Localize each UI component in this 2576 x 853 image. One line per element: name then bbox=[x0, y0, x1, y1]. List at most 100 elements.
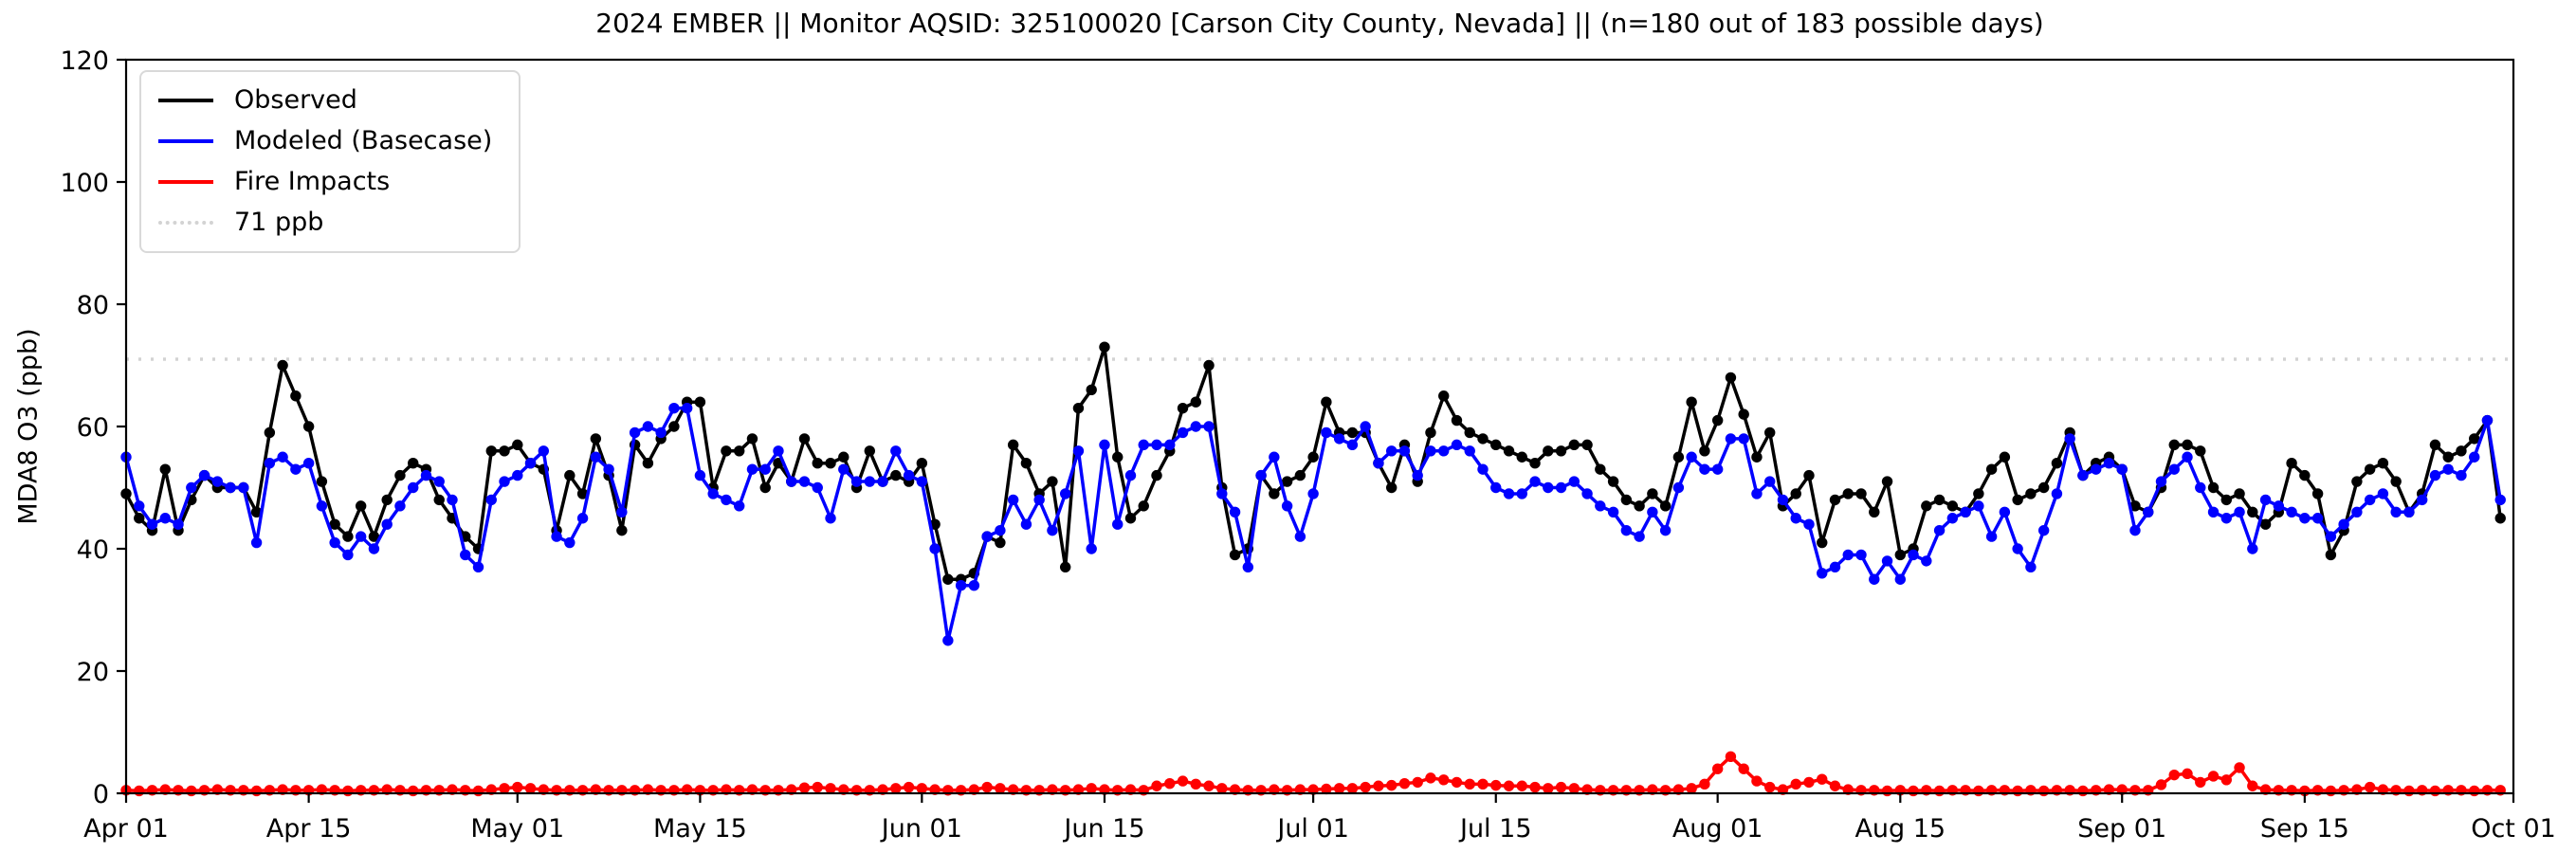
series-1-marker bbox=[576, 513, 589, 524]
series-1-marker bbox=[1751, 488, 1763, 499]
series-2-marker bbox=[890, 783, 902, 794]
series-1-marker bbox=[1529, 476, 1541, 487]
series-1-marker bbox=[316, 500, 328, 512]
series-0-marker bbox=[825, 458, 836, 469]
series-1-marker bbox=[2025, 561, 2037, 573]
series-0-marker bbox=[1738, 408, 1749, 420]
series-1-marker bbox=[629, 426, 641, 439]
x-tick-label: Jul 15 bbox=[1458, 814, 1532, 844]
series-1-marker bbox=[2168, 463, 2180, 475]
series-2-marker bbox=[1490, 779, 1502, 791]
x-tick-label: Jul 01 bbox=[1275, 814, 1349, 844]
series-2-marker bbox=[2012, 785, 2023, 797]
series-1-marker bbox=[238, 481, 249, 494]
series-0-marker bbox=[576, 488, 589, 499]
legend-item-modeled: Modeled (Basecase) bbox=[158, 126, 492, 156]
series-2-marker bbox=[1425, 772, 1436, 784]
series-1-marker bbox=[721, 494, 732, 506]
series-1-marker bbox=[1151, 439, 1162, 451]
series-1-marker bbox=[381, 518, 393, 530]
series-1-marker bbox=[2234, 506, 2245, 517]
series-2-marker bbox=[1412, 776, 1423, 789]
series-1-marker bbox=[1164, 439, 1176, 451]
series-0-marker bbox=[1634, 500, 1645, 512]
series-1-marker bbox=[2129, 524, 2141, 536]
series-0-marker bbox=[2195, 445, 2206, 457]
series-1-marker bbox=[1360, 421, 1371, 432]
series-1-marker bbox=[342, 549, 354, 561]
x-tick-label: Oct 01 bbox=[2471, 814, 2556, 844]
series-2-marker bbox=[1908, 785, 1919, 797]
series-0-marker bbox=[1933, 494, 1946, 506]
series-1-marker bbox=[290, 463, 301, 475]
series-0-marker bbox=[798, 433, 811, 445]
series-2-marker bbox=[1177, 775, 1189, 787]
series-1-marker bbox=[408, 481, 419, 494]
series-1-marker bbox=[603, 463, 614, 475]
series-2-marker bbox=[1543, 783, 1554, 794]
x-tick-label: Aug 15 bbox=[1854, 814, 1946, 844]
series-2-marker bbox=[1503, 780, 1515, 791]
series-1-marker bbox=[1829, 561, 1841, 573]
series-2-marker bbox=[981, 781, 993, 793]
series-0-marker bbox=[1842, 488, 1854, 499]
series-2-marker bbox=[1398, 777, 1411, 789]
observed-line-sample-icon bbox=[158, 99, 213, 102]
series-1-marker bbox=[198, 469, 210, 481]
series-0-marker bbox=[1190, 396, 1201, 408]
series-1-marker bbox=[2037, 524, 2050, 536]
series-1-marker bbox=[1607, 506, 1619, 517]
series-2-marker bbox=[1829, 780, 1841, 791]
series-1-marker bbox=[929, 543, 941, 554]
series-0-marker bbox=[1595, 463, 1606, 475]
series-2-marker bbox=[1764, 781, 1776, 793]
series-0-marker bbox=[2456, 445, 2467, 457]
series-1-marker bbox=[1398, 445, 1411, 457]
series-1-marker bbox=[1086, 543, 1097, 554]
series-0-marker bbox=[2325, 549, 2337, 561]
series-0-marker bbox=[2442, 451, 2454, 463]
series-0-marker bbox=[1855, 488, 1867, 499]
series-1-marker bbox=[1385, 445, 1398, 457]
series-0-marker bbox=[368, 531, 380, 542]
series-0-marker bbox=[1894, 549, 1907, 561]
series-0-marker bbox=[2494, 513, 2506, 524]
series-1-marker bbox=[1477, 463, 1489, 475]
series-2-marker bbox=[1438, 774, 1450, 786]
series-2-marker bbox=[1360, 781, 1371, 793]
x-tick-label: Jun 15 bbox=[1062, 814, 1144, 844]
series-0-marker bbox=[1464, 426, 1475, 439]
series-0-marker bbox=[1829, 494, 1841, 506]
series-0-marker bbox=[2469, 433, 2480, 445]
series-1-marker bbox=[394, 500, 406, 512]
series-0-marker bbox=[1072, 402, 1085, 414]
series-2-marker bbox=[1686, 783, 1697, 794]
series-1-marker bbox=[1047, 524, 1058, 536]
series-1-marker bbox=[1516, 488, 1527, 499]
series-1-marker bbox=[1281, 500, 1293, 512]
series-1-marker bbox=[264, 458, 276, 469]
series-0-marker bbox=[1686, 396, 1697, 408]
series-0-marker bbox=[890, 469, 902, 481]
series-2-marker bbox=[512, 781, 523, 793]
series-2-marker bbox=[2168, 769, 2180, 781]
series-1-marker bbox=[1881, 555, 1893, 567]
series-1-marker bbox=[1242, 561, 1254, 573]
series-0-marker bbox=[590, 433, 602, 445]
series-0-marker bbox=[1699, 445, 1710, 457]
series-1-marker bbox=[302, 458, 315, 469]
series-1-marker bbox=[433, 476, 445, 487]
series-1-marker bbox=[1216, 488, 1228, 499]
series-1-marker bbox=[2481, 414, 2494, 426]
series-2-marker bbox=[995, 783, 1006, 794]
series-2-marker bbox=[1699, 778, 1710, 790]
series-0-marker bbox=[2025, 488, 2037, 499]
series-1-marker bbox=[2077, 469, 2089, 481]
series-0-marker bbox=[2234, 488, 2245, 499]
series-2-marker bbox=[472, 785, 484, 797]
series-2-marker bbox=[2037, 785, 2050, 797]
series-0-marker bbox=[1529, 458, 1541, 469]
x-tick-label: May 01 bbox=[470, 814, 564, 844]
series-1-marker bbox=[1933, 524, 1946, 536]
